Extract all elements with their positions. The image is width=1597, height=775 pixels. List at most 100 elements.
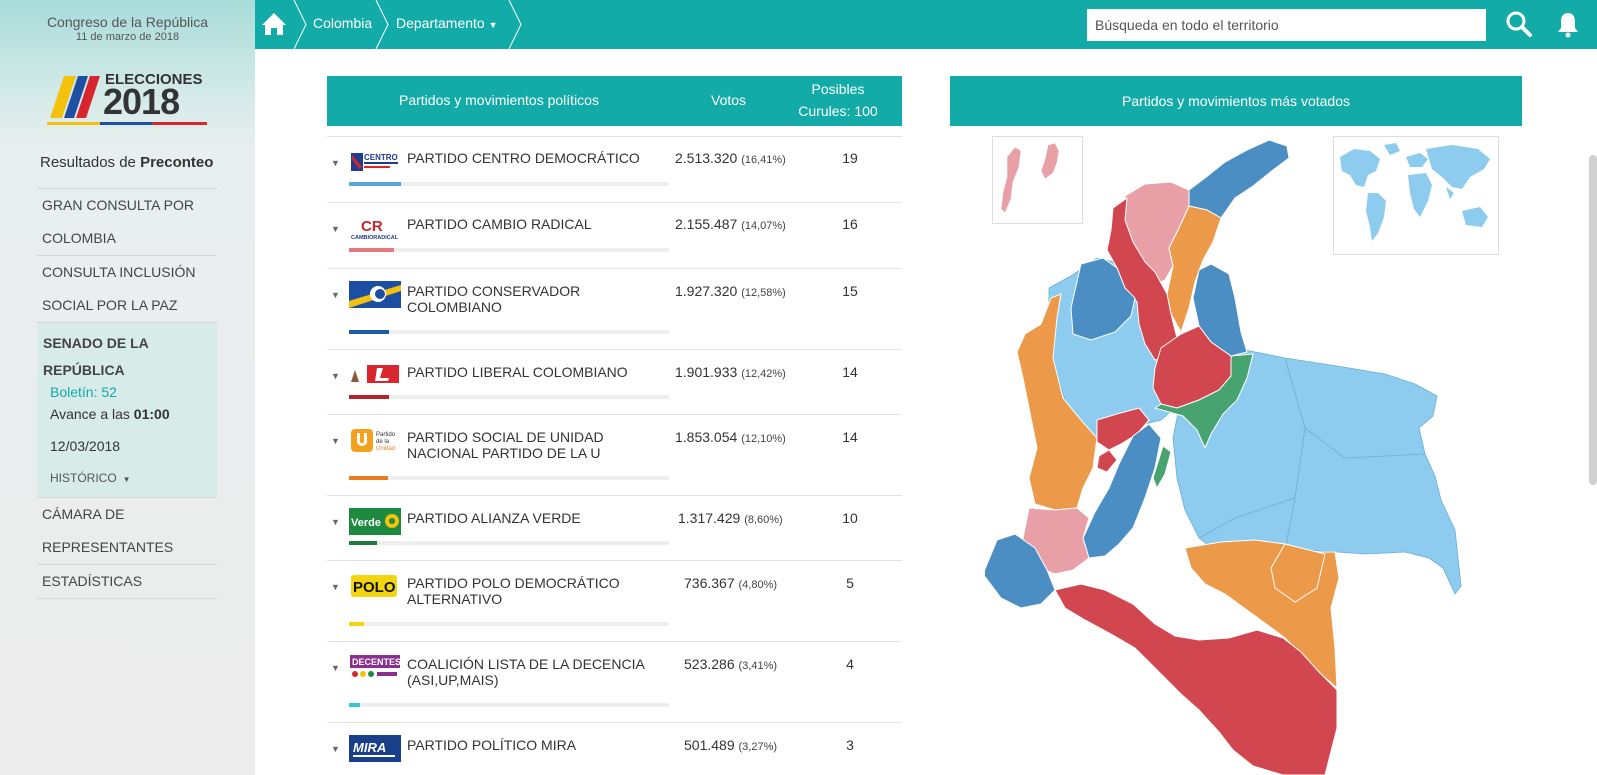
svg-text:POLO: POLO xyxy=(353,579,396,596)
map-region[interactable] xyxy=(1172,349,1462,595)
svg-text:MIRA: MIRA xyxy=(353,740,386,755)
home-icon[interactable] xyxy=(255,0,293,49)
party-name: COALICIÓN LISTA DE LA DECENCIA (ASI,UP,M… xyxy=(407,656,645,688)
sidebar: Congreso de la República 11 de marzo de … xyxy=(0,0,255,775)
search-input[interactable] xyxy=(1087,9,1486,41)
vote-bar xyxy=(349,330,389,334)
breadcrumb-departamento[interactable]: Departamento ▼ xyxy=(396,0,498,49)
votes-percent: (4,80%) xyxy=(738,579,778,591)
vote-bar-track xyxy=(349,622,669,626)
alianza-verde-logo: Verde xyxy=(349,508,401,535)
expand-arrow-icon[interactable]: ▼ xyxy=(331,436,340,446)
svg-text:CAMBIORADICAL: CAMBIORADICAL xyxy=(351,235,399,241)
centro-democratico-logo: CENTRO xyxy=(349,149,401,176)
map-region[interactable] xyxy=(1054,583,1338,775)
party-seats: 4 xyxy=(846,656,854,672)
menu-item-camara[interactable]: CÁMARA DE REPRESENTANTES xyxy=(37,498,217,565)
exterior-inset[interactable] xyxy=(1333,136,1499,255)
votes-value: 1.317.429 xyxy=(678,510,741,526)
menu-label: ESTADÍSTICAS xyxy=(42,573,143,589)
party-name: PARTIDO SOCIAL DE UNIDAD NACIONAL PARTID… xyxy=(407,429,604,461)
party-row-partido-de-la-u[interactable]: ▼ Partido de la Unidad PARTIDO SOCIAL DE… xyxy=(327,414,902,495)
menu-item-senado[interactable]: SENADO DE LA REPÚBLICA Boletín: 52 Avanc… xyxy=(37,323,217,498)
menu-item-gran-consulta[interactable]: GRAN CONSULTA POR COLOMBIA xyxy=(37,189,217,256)
votes-value: 2.513.320 xyxy=(675,150,738,166)
votes-percent: (14,07%) xyxy=(741,220,786,232)
vote-bar-track xyxy=(349,330,669,334)
map-region[interactable] xyxy=(1070,257,1136,341)
party-row-alianza-verde[interactable]: ▼ Verde PARTIDO ALIANZA VERDE 1.317.429 … xyxy=(327,495,902,560)
svg-text:CENTRO: CENTRO xyxy=(364,153,398,162)
bell-icon[interactable] xyxy=(1554,10,1582,38)
map-region[interactable] xyxy=(1166,205,1222,334)
colombia-map[interactable] xyxy=(985,138,1505,775)
san-andres-map xyxy=(1000,142,1060,214)
party-row-mira[interactable]: ▼ MIRA PARTIDO POLÍTICO MIRA 501.489 (3,… xyxy=(327,722,902,775)
expand-arrow-icon[interactable]: ▼ xyxy=(331,224,340,234)
expand-arrow-icon[interactable]: ▼ xyxy=(331,158,340,168)
votes-percent: (12,58%) xyxy=(741,287,786,299)
party-votes: 1.901.933 (12,42%) xyxy=(675,364,786,380)
map-region[interactable] xyxy=(1016,293,1098,511)
map-region[interactable] xyxy=(985,533,1056,609)
map-region[interactable] xyxy=(1192,263,1248,357)
breadcrumb-separator xyxy=(293,0,307,49)
col-seats-header: Posibles Curules: 100 xyxy=(793,78,883,122)
party-row-cambio-radical[interactable]: ▼ CR CAMBIORADICAL PARTIDO CAMBIO RADICA… xyxy=(327,202,902,268)
san-andres-inset[interactable] xyxy=(992,136,1083,224)
menu-label: SENADO DE LA xyxy=(43,335,149,351)
menu-item-estadisticas[interactable]: ESTADÍSTICAS xyxy=(37,565,217,599)
col-votes-header: Votos xyxy=(711,92,747,108)
results-mode: Preconteo xyxy=(140,154,214,171)
party-name: PARTIDO CENTRO DEMOCRÁTICO xyxy=(407,150,640,166)
results-table: ▼ CENTRO PARTIDO CENTRO DEMOCRÁTICO 2.51… xyxy=(327,136,902,775)
menu-label: REPRESENTANTES xyxy=(42,539,174,555)
expand-arrow-icon[interactable]: ▼ xyxy=(331,517,340,527)
map-region[interactable] xyxy=(1082,423,1162,559)
vote-bar xyxy=(349,182,401,186)
map-region[interactable] xyxy=(1153,353,1254,450)
votes-value: 1.927.320 xyxy=(675,283,738,299)
party-row-decentes[interactable]: ▼ DECENTES COALICIÓN LISTA DE LA DECENCI… xyxy=(327,641,902,722)
expand-arrow-icon[interactable]: ▼ xyxy=(331,290,340,300)
party-row-polo[interactable]: ▼ POLO PARTIDO POLO DEMOCRÁTICO ALTERNAT… xyxy=(327,560,902,641)
party-row-conservador[interactable]: ▼ PARTIDO CONSERVADOR COLOMBIANO 1.927.3… xyxy=(327,268,902,349)
menu-item-consulta-inclusion[interactable]: CONSULTA INCLUSIÓN SOCIAL POR LA PAZ xyxy=(37,256,217,323)
vote-bar xyxy=(349,476,388,480)
party-seats: 16 xyxy=(842,216,858,232)
page-scrollbar[interactable] xyxy=(1589,155,1597,485)
party-name: PARTIDO ALIANZA VERDE xyxy=(407,510,581,526)
menu-label: CONSULTA INCLUSIÓN xyxy=(42,264,196,280)
vote-bar xyxy=(349,395,389,399)
party-votes: 1.317.429 (8,60%) xyxy=(678,510,783,526)
conservador-logo xyxy=(349,281,401,308)
party-name: PARTIDO POLÍTICO MIRA xyxy=(407,737,577,753)
menu-label: SOCIAL POR LA PAZ xyxy=(42,297,178,313)
svg-text:Partido: Partido xyxy=(376,432,396,438)
votes-percent: (16,41%) xyxy=(741,154,786,166)
avance-text: Avance a las 01:00 xyxy=(43,403,211,425)
boletin-link[interactable]: Boletín: 52 xyxy=(50,384,117,400)
avance-time: 01:00 xyxy=(133,406,170,422)
vote-bar xyxy=(349,622,364,626)
logo-underline xyxy=(47,122,207,125)
historico-dropdown[interactable]: HISTÓRICO ▼ xyxy=(43,467,211,491)
breadcrumb-colombia[interactable]: Colombia xyxy=(313,15,373,31)
elecciones-2018-logo[interactable]: ELECCIONES 2018 xyxy=(47,68,212,126)
party-row-centro-democratico[interactable]: ▼ CENTRO PARTIDO CENTRO DEMOCRÁTICO 2.51… xyxy=(327,136,902,202)
svg-text:DECENTES: DECENTES xyxy=(352,657,401,667)
expand-arrow-icon[interactable]: ▼ xyxy=(331,582,340,592)
party-name: PARTIDO LIBERAL COLOMBIANO xyxy=(407,364,628,380)
boletin-date: 12/03/2018 xyxy=(50,438,121,454)
results-type: Resultados de Preconteo xyxy=(40,154,213,171)
map-region[interactable] xyxy=(1152,445,1172,490)
expand-arrow-icon[interactable]: ▼ xyxy=(331,371,340,381)
expand-arrow-icon[interactable]: ▼ xyxy=(331,744,340,754)
map-region[interactable] xyxy=(1188,139,1290,219)
congress-title: Congreso de la República xyxy=(46,14,209,30)
search-icon[interactable] xyxy=(1505,10,1533,38)
party-row-liberal[interactable]: ▼ PARTIDO LIBERAL COLOMBIANO 1.901.933 (… xyxy=(327,349,902,414)
party-votes: 2.155.487 (14,07%) xyxy=(675,216,786,232)
party-seats: 5 xyxy=(846,575,854,591)
expand-arrow-icon[interactable]: ▼ xyxy=(331,663,340,673)
